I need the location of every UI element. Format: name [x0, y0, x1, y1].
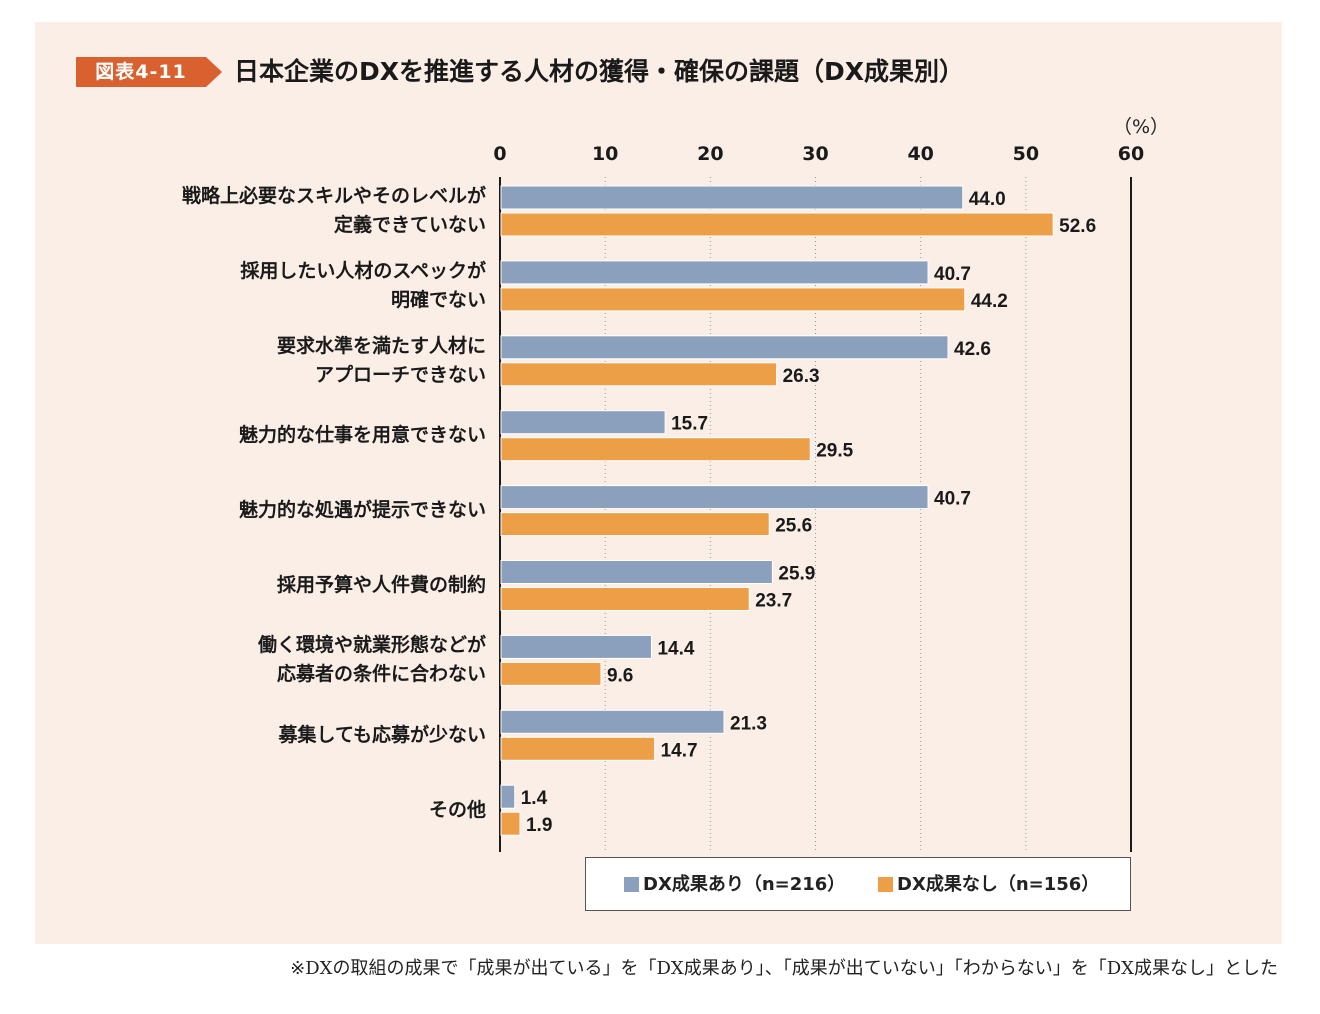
category-label-line: 働く環境や就業形態などが [257, 634, 486, 657]
figure-badge: 図表4-11 [76, 57, 224, 87]
data-label: 52.6 [1059, 216, 1096, 237]
figure-label: 図表4-11 [95, 61, 187, 83]
bar-series2 [500, 212, 1054, 237]
data-label: 29.5 [816, 441, 853, 462]
data-label: 21.3 [730, 713, 767, 734]
data-label: 14.4 [657, 638, 694, 659]
bar-series2 [500, 661, 602, 686]
legend-item-series2: DX成果なし（n=156） [878, 874, 1099, 896]
category-label-line: 応募者の条件に合わない [276, 663, 486, 686]
x-tick-label: 30 [802, 143, 828, 165]
data-label: 14.7 [661, 740, 698, 761]
category-label-line: 明確でない [390, 288, 486, 311]
legend-swatch-series2 [878, 877, 893, 892]
bar-series1 [500, 784, 516, 809]
category-label: 魅力的な処遇が提示できない [239, 496, 486, 525]
bar-series1 [500, 634, 652, 659]
bar-series1 [500, 260, 929, 285]
bar-series1 [500, 185, 964, 210]
data-label: 9.6 [607, 665, 633, 686]
x-tick-label: 40 [907, 143, 933, 165]
data-label: 42.6 [954, 339, 991, 360]
bar-series2 [500, 587, 750, 611]
category-label-line: 魅力的な処遇が提示できない [238, 499, 486, 522]
category-label-line: 定義できていない [333, 214, 486, 236]
unit-label: （%） [1113, 116, 1170, 138]
bar-series2 [500, 287, 966, 312]
x-tick-label: 10 [592, 143, 618, 165]
bar-series1 [500, 335, 949, 360]
category-label: その他 [429, 796, 486, 825]
data-label: 26.3 [783, 366, 820, 387]
bar-series2 [500, 362, 778, 387]
data-label: 1.9 [526, 815, 552, 836]
legend: DX成果あり（n=216） DX成果なし（n=156） [585, 857, 1131, 911]
category-label-line: 採用予算や人件費の制約 [276, 574, 486, 596]
legend-item-series1: DX成果あり（n=216） [624, 874, 845, 896]
chart-title: 日本企業のDXを推進する人材の獲得・確保の課題（DX成果別） [234, 57, 965, 86]
data-label: 25.6 [775, 516, 812, 537]
data-label: 40.7 [934, 489, 971, 510]
category-label-line: 要求水準を満たす人材に [276, 334, 486, 357]
legend-label-series1: DX成果あり（n=216） [643, 874, 846, 895]
data-label: 40.7 [934, 264, 971, 285]
category-label-line: 魅力的な仕事を用意できない [238, 424, 486, 447]
category-label-line: 戦略上必要なスキルやそのレベルが [181, 185, 486, 207]
category-label: 働く環境や就業形態などが応募者の条件に合わない [258, 631, 486, 689]
data-label: 25.9 [778, 564, 815, 585]
category-label-line: 募集しても応募が少ない [278, 723, 486, 746]
bar-series2 [500, 512, 770, 537]
data-label: 23.7 [755, 591, 792, 612]
bar-series1 [500, 560, 773, 584]
x-tick-label: 0 [493, 143, 506, 165]
bar-series1 [500, 709, 725, 734]
footnote: ※DXの取組の成果で「成果が出ている」を「DX成果あり」、「成果が出ていない」「… [290, 958, 1278, 979]
bar-series2 [500, 736, 656, 761]
category-label: 採用したい人材のスペックが明確でない [240, 257, 486, 315]
data-label: 15.7 [671, 414, 708, 435]
category-label: 戦略上必要なスキルやそのレベルが定義できていない [182, 182, 486, 240]
badge-arrow-icon [76, 57, 222, 87]
data-label: 1.4 [521, 788, 548, 809]
category-label-line: アプローチできない [314, 363, 486, 386]
bar-series2 [500, 811, 521, 836]
legend-swatch-series1 [624, 877, 639, 892]
x-tick-label: 50 [1013, 143, 1039, 165]
category-label: 採用予算や人件費の制約 [277, 571, 486, 600]
category-label: 魅力的な仕事を用意できない [239, 421, 486, 450]
bar-series1 [500, 410, 666, 435]
category-label-line: 採用したい人材のスペックが [240, 259, 486, 282]
x-tick-label: 60 [1118, 143, 1144, 165]
category-label: 募集しても応募が少ない [279, 721, 486, 750]
data-label: 44.2 [971, 291, 1008, 312]
category-label: 要求水準を満たす人材にアプローチできない [277, 332, 486, 390]
chart-panel [35, 22, 1282, 944]
bar-series2 [500, 437, 811, 462]
legend-label-series2: DX成果なし（n=156） [897, 874, 1100, 895]
bar-series1 [500, 485, 929, 510]
data-label: 44.0 [969, 189, 1006, 210]
category-label-line: その他 [428, 798, 486, 821]
x-tick-label: 20 [697, 143, 723, 165]
